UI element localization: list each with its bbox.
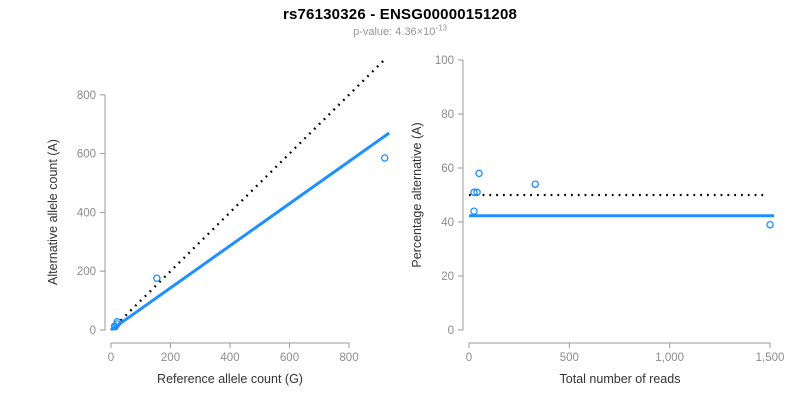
y-tick-label: 400: [77, 207, 96, 219]
x-tick-label: 0: [108, 352, 114, 364]
y-tick-label: 60: [441, 163, 454, 175]
y-tick-label: 800: [77, 90, 96, 102]
x-axis-label: Reference allele count (G): [157, 372, 303, 386]
x-tick-label: 0: [466, 352, 472, 364]
right-scatter-plot: 0 20 40 60 80 100 0 500 1,000 1,500 Total number o…: [410, 55, 784, 386]
x-tick-label: 400: [220, 352, 239, 364]
y-tick-label: 100: [435, 55, 454, 67]
data-point: [113, 318, 121, 326]
y-axis-label: Alternative allele count (A): [46, 139, 60, 285]
fit-line: [110, 131, 391, 332]
data-point: [470, 188, 478, 197]
p-value-text: p-value: 4.36×10: [353, 26, 436, 38]
y-axis-label: Percentage alternative (A): [410, 122, 424, 267]
y-tick-label: 40: [441, 217, 454, 229]
y-tick-label: 0: [448, 325, 454, 337]
page-title: rs76130326 - ENSG00000151208: [282, 6, 518, 23]
x-tick-label: 600: [280, 352, 299, 364]
y-tick-label: 20: [441, 271, 454, 283]
x-tick-label: 500: [560, 352, 579, 364]
y-tick-label: 200: [77, 266, 96, 278]
p-value-subtitle: p-value: 4.36×10-13: [0, 23, 800, 38]
data-point: [380, 154, 389, 162]
data-point: [766, 220, 774, 229]
y-tick-label: 600: [77, 149, 96, 161]
data-point: [470, 207, 478, 215]
y-tick-label: 0: [90, 325, 96, 337]
x-tick-label: 1,000: [655, 352, 684, 364]
data-point: [475, 169, 483, 178]
y-tick-label: 80: [441, 109, 454, 121]
data-point: [153, 274, 161, 283]
data-point: [473, 188, 481, 197]
identity-line: [110, 57, 387, 331]
x-tick-label: 200: [161, 352, 180, 364]
x-tick-label: 800: [339, 352, 358, 364]
x-tick-label: 1,500: [756, 352, 785, 364]
p-value-exponent: -13: [435, 23, 447, 33]
data-point: [531, 180, 539, 188]
left-scatter-plot: 0 200 400 600 800 0 200 400 600 800 Reference alle…: [46, 57, 391, 386]
x-axis-label: Total number of reads: [560, 372, 681, 386]
